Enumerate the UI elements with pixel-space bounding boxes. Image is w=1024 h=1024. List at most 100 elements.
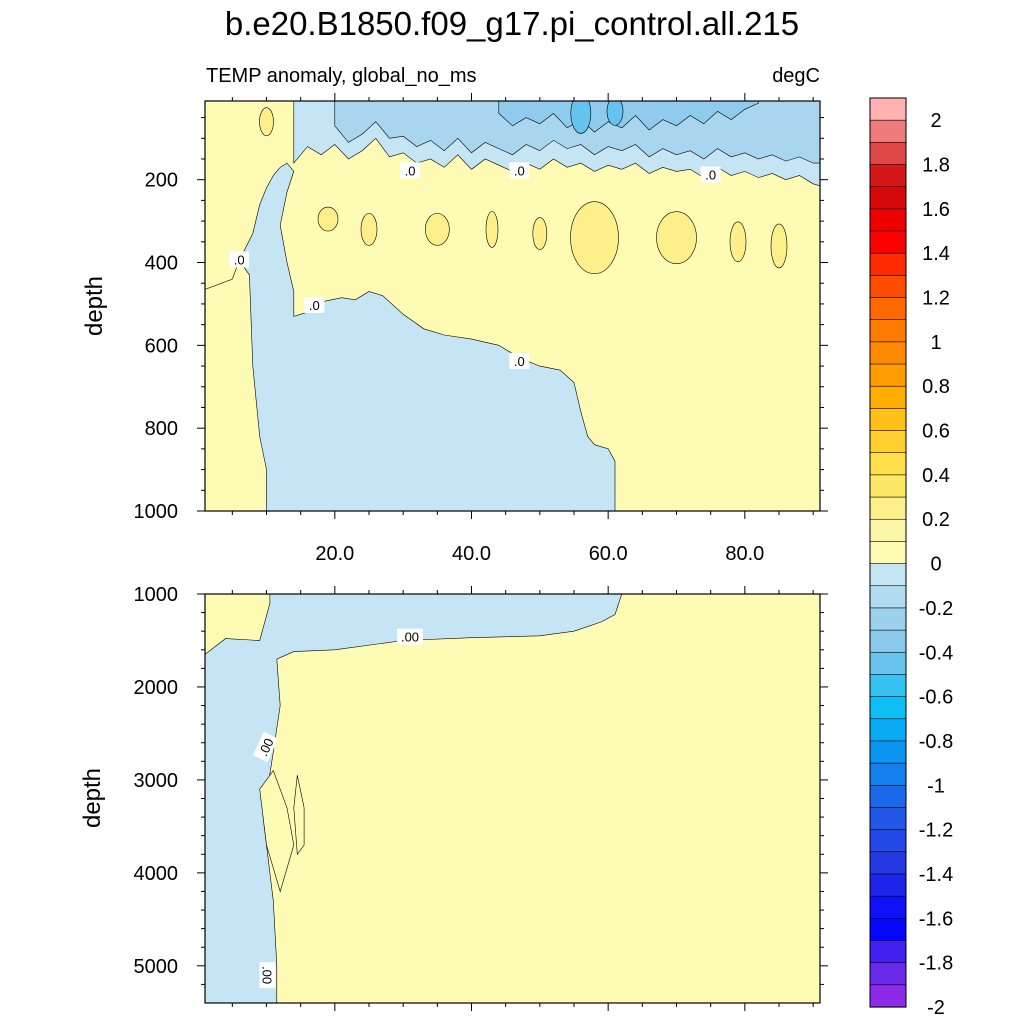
colorbar-tick-label: -1.2	[919, 820, 953, 842]
colorbar-tick-label: -1.4	[919, 864, 953, 886]
colorbar-tick-label: 1.8	[922, 155, 950, 177]
colorbar-swatch	[869, 252, 907, 276]
colorbar-swatch	[869, 341, 907, 365]
y-tick-label: 200	[145, 170, 178, 192]
upper-strong-cool-patch	[570, 101, 592, 134]
y-tick-label: 400	[145, 253, 178, 275]
lower-contour-labels: .00 .00 .00	[252, 628, 423, 989]
svg-text:.00: .00	[401, 630, 419, 645]
lower-plot-area	[205, 594, 820, 1003]
chart-title: b.e20.B1850.f09_g17.pi_control.all.215	[225, 5, 799, 42]
colorbar-swatch	[869, 452, 907, 476]
contour-label: .0	[700, 166, 721, 183]
svg-text:.0: .0	[514, 163, 525, 178]
colorbar-tick-label: 0.6	[922, 421, 950, 443]
colorbar-tick-label: 1.2	[922, 288, 950, 310]
colorbar-tick-label: -0.6	[919, 687, 953, 709]
colorbar-swatch	[869, 984, 907, 1008]
colorbar-swatch	[869, 851, 907, 875]
colorbar-tick-label: -1.6	[919, 908, 953, 930]
colorbar-tick-label: -0.2	[919, 598, 953, 620]
upper-warm-blob	[532, 217, 548, 250]
contour-label: .0	[304, 297, 325, 313]
y-tick-label: 800	[145, 418, 178, 440]
colorbar-swatch	[869, 807, 907, 831]
colorbar-swatch	[869, 408, 907, 432]
contour-label: .0	[229, 251, 250, 268]
lower-y-axis-label: depth	[79, 768, 106, 828]
upper-plot-area	[205, 101, 820, 511]
svg-text:.00: .00	[260, 966, 275, 984]
lower-warm-island-2	[293, 775, 305, 856]
colorbar-tick-label: -2	[927, 997, 945, 1019]
y-tick-label: 1000	[134, 584, 179, 606]
colorbar-swatch	[869, 541, 907, 565]
y-tick-label: 1000	[134, 501, 179, 523]
colorbar-swatch	[869, 186, 907, 210]
svg-text:.0: .0	[234, 252, 245, 267]
colorbar-swatch	[869, 629, 907, 653]
upper-plot-frame	[204, 100, 821, 512]
colorbar-swatch	[869, 918, 907, 942]
x-tick-label: 20.0	[315, 543, 354, 565]
upper-panel: .0 .0 .0 .0 .0 .0 20.0 40.0 60.0 80.0 200 400 600 80…	[81, 93, 828, 565]
colorbar-swatch	[869, 829, 907, 853]
colorbar-swatch	[869, 208, 907, 232]
svg-text:.0: .0	[309, 298, 320, 313]
lower-axis-ticks: 1000 2000 3000 4000 5000	[134, 584, 828, 1011]
colorbar-swatch	[869, 518, 907, 543]
upper-warm-blob	[570, 201, 619, 274]
upper-axis-ticks: 20.0 40.0 60.0 80.0 200 400 600 800 1000	[134, 93, 828, 565]
colorbar-tick-label: 0.4	[922, 465, 950, 487]
colorbar-tick-label: 2	[930, 110, 941, 132]
colorbar-swatch	[869, 297, 907, 321]
colorbar-swatch	[869, 496, 907, 520]
colorbar-frame	[869, 97, 907, 1008]
colorbar-swatch	[869, 740, 907, 764]
left-subtitle: TEMP anomaly, global_no_ms	[206, 65, 477, 87]
upper-warm-blob	[360, 213, 378, 246]
contour-label: .0	[509, 162, 530, 179]
right-subtitle: degC	[772, 65, 820, 87]
colorbar-swatch	[869, 275, 907, 299]
contour-label: .0	[509, 352, 530, 369]
svg-text:.00: .00	[255, 736, 276, 759]
colorbar-swatch	[869, 164, 907, 188]
colorbar-swatch	[869, 718, 907, 742]
colorbar-swatch	[869, 474, 907, 498]
colorbar-tick-label: 0.2	[922, 509, 950, 531]
contour-label: .0	[400, 162, 420, 179]
y-tick-label: 4000	[134, 863, 179, 885]
colorbar-swatch	[869, 962, 907, 986]
svg-text:.0: .0	[514, 354, 525, 369]
upper-warm-blob	[259, 107, 274, 137]
colorbar-tick-label: -0.8	[919, 731, 953, 753]
upper-negative-anomaly-region	[205, 101, 616, 511]
colorbar-swatch	[869, 142, 907, 166]
svg-text:.0: .0	[405, 163, 416, 178]
colorbar-swatch	[869, 97, 907, 121]
y-tick-label: 5000	[134, 956, 179, 978]
colorbar-swatch	[869, 319, 907, 343]
lower-warm-island	[259, 769, 295, 893]
colorbar-tick-label: 0	[930, 554, 941, 576]
upper-contour-labels: .0 .0 .0 .0 .0 .0	[229, 162, 721, 369]
x-tick-label: 80.0	[725, 543, 764, 565]
colorbar-swatch	[869, 385, 907, 409]
colorbar-swatch	[869, 119, 907, 143]
upper-warm-blob	[425, 213, 450, 246]
colorbar-tick-label: -0.4	[919, 642, 953, 664]
colorbar-swatch	[869, 363, 907, 387]
upper-warm-blob	[770, 223, 788, 269]
upper-y-axis-label: depth	[81, 276, 108, 336]
upper-strong-cool-patch	[606, 101, 624, 126]
colorbar-swatch	[869, 784, 907, 809]
y-tick-label: 600	[145, 335, 178, 357]
colorbar-swatch	[869, 940, 907, 964]
colorbar-tick-label: -1.8	[919, 953, 953, 975]
upper-warm-blobs	[259, 101, 788, 274]
x-tick-label: 60.0	[589, 543, 628, 565]
lower-panel: .00 .00 .00 1000 2000 3000 4000 5000 depth	[79, 584, 828, 1011]
svg-text:.0: .0	[705, 168, 716, 183]
